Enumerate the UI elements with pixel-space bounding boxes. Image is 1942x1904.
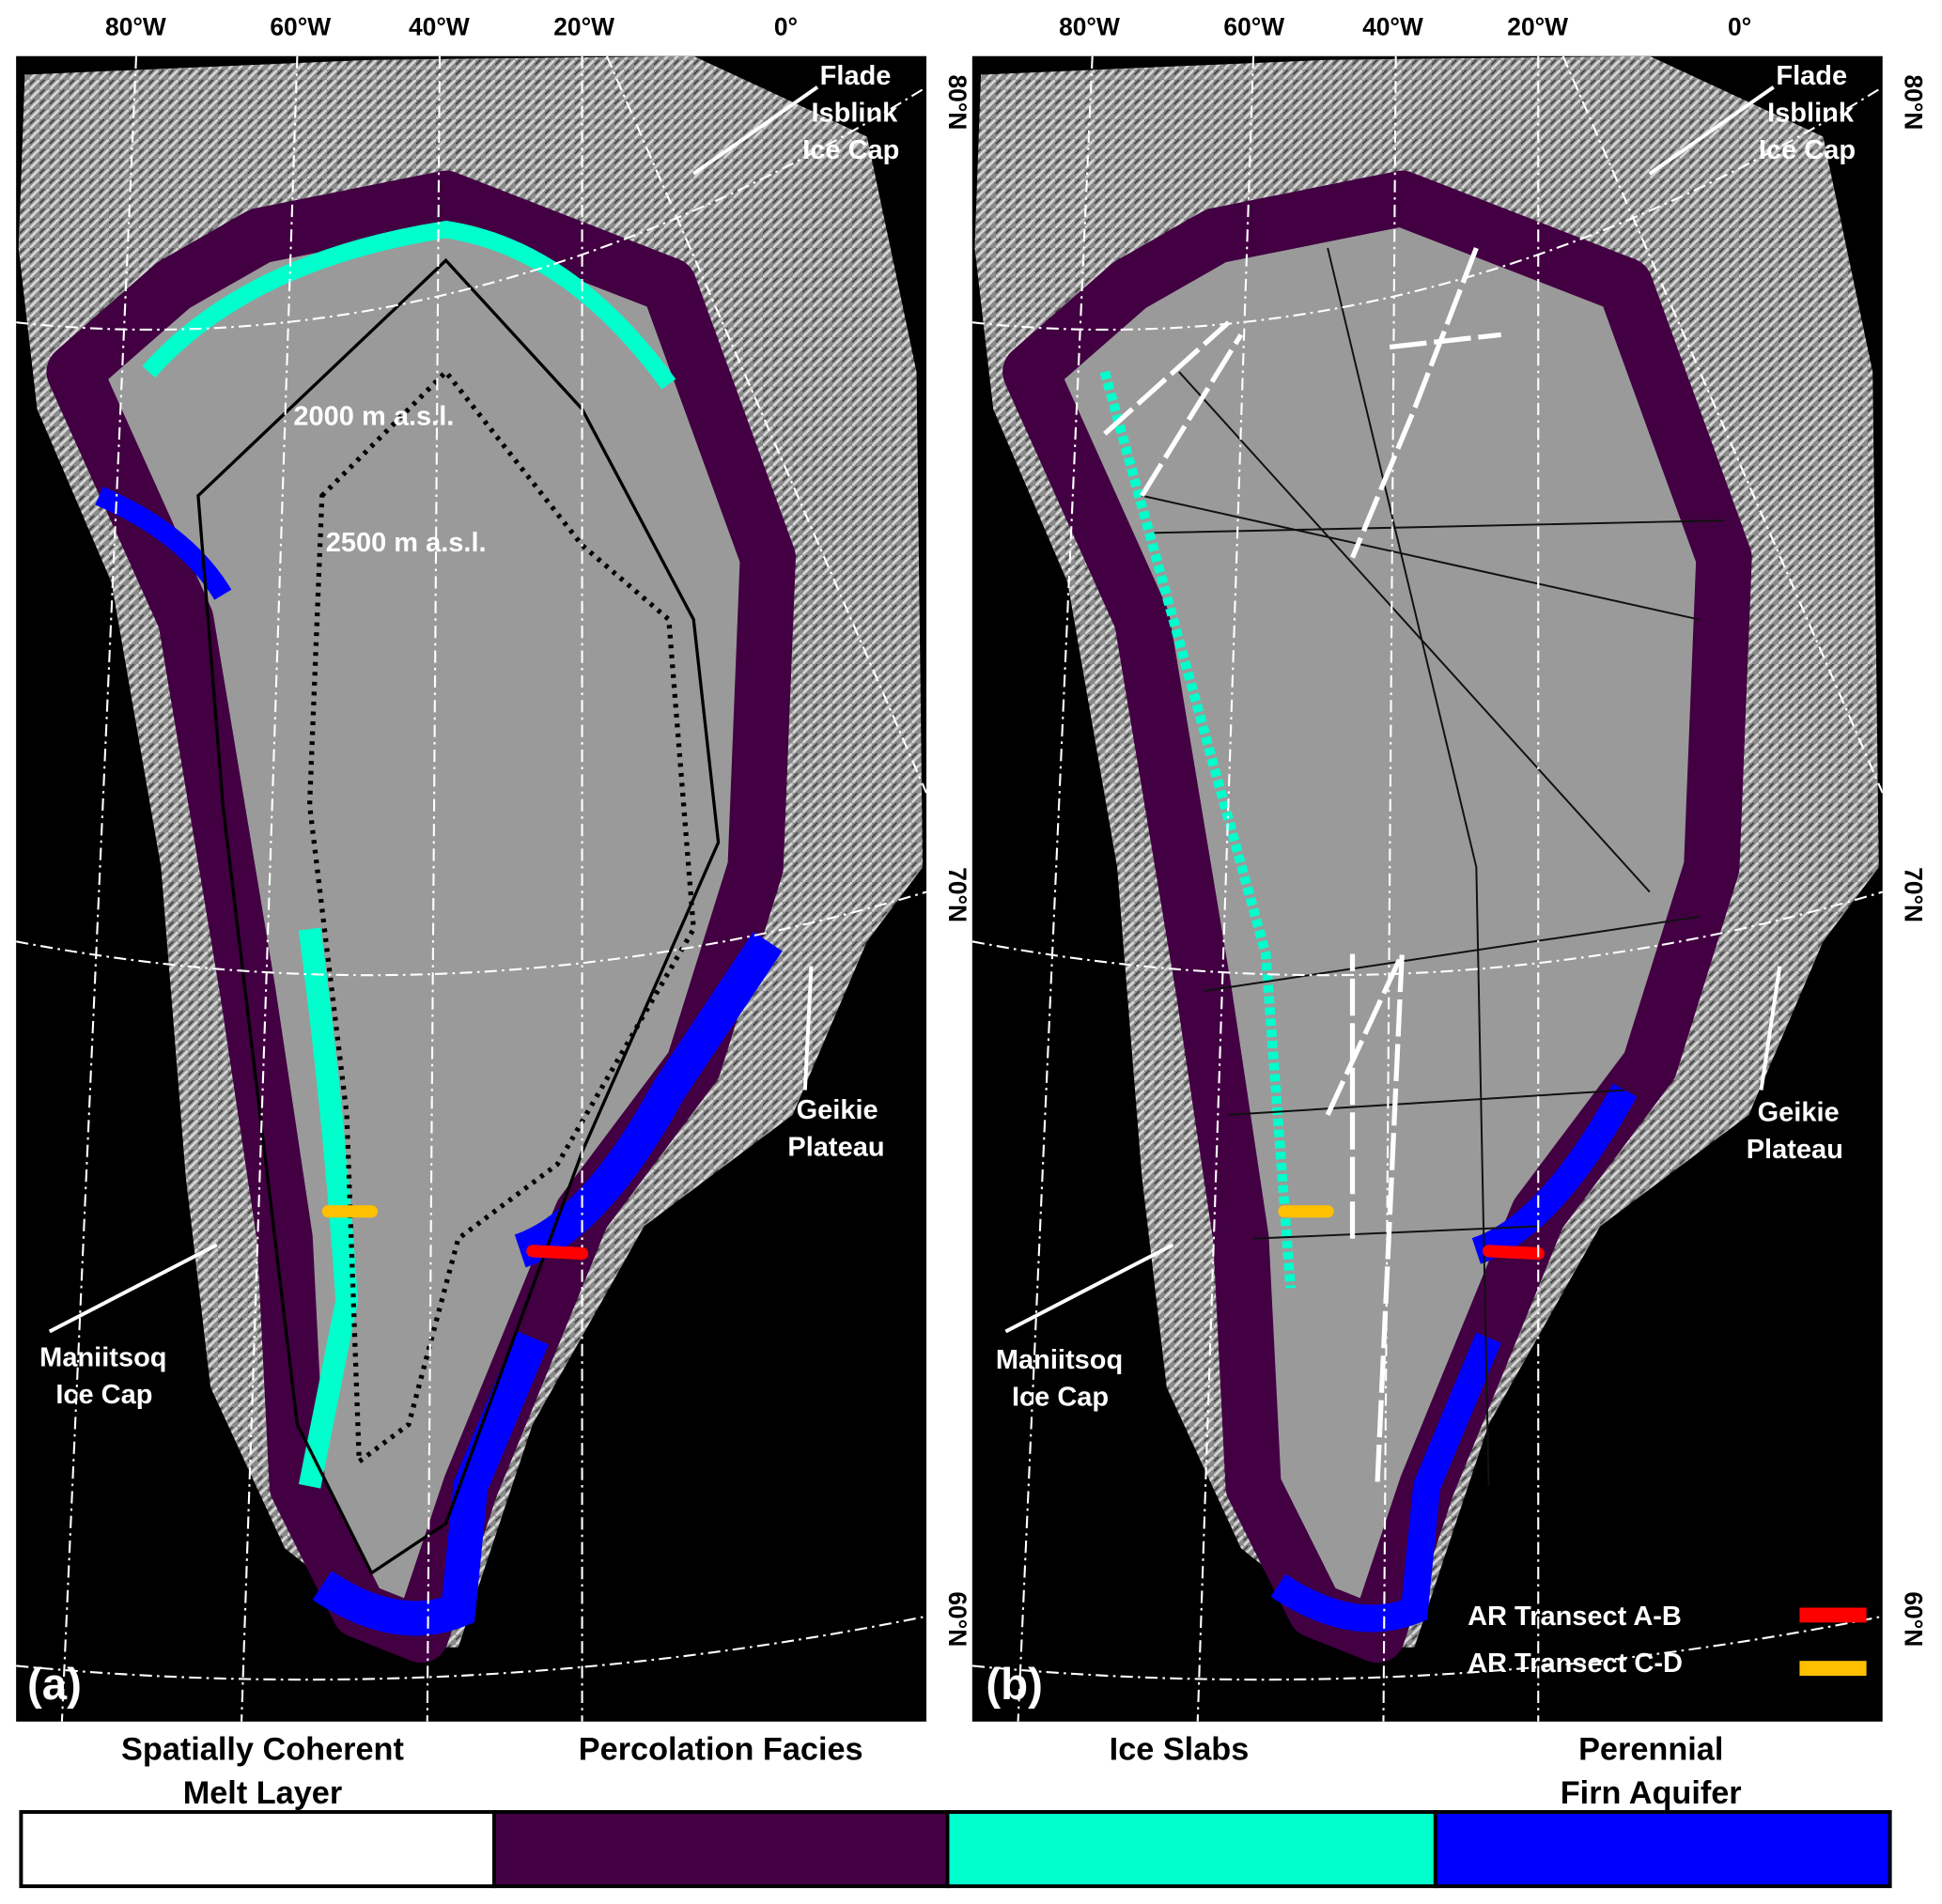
panel-label-a: (a) — [27, 1660, 82, 1710]
transect-legend-cd: AR Transect C-D — [1468, 1649, 1683, 1679]
legend-swatch-percolation — [492, 1810, 950, 1889]
place-maniitsoq: Ice Cap — [55, 1380, 152, 1410]
legend-label-firn-aquifer: Perennial — [1578, 1732, 1723, 1768]
ice-slab-north — [142, 220, 676, 390]
contour-label-2500: 2500 m a.s.l. — [326, 528, 487, 558]
legend-label-melt-layer: Spatially Coherent — [121, 1732, 404, 1768]
transect-swatch-ab — [1799, 1607, 1867, 1623]
firn-aquifer-zones — [312, 932, 783, 1636]
place-flade: Flade — [1776, 61, 1847, 91]
legend-label-ice-slabs: Ice Slabs — [1110, 1732, 1250, 1768]
place-flade: Ice Cap — [1759, 135, 1856, 165]
place-flade: Flade — [820, 61, 892, 91]
lat-tick: 80°N — [1899, 75, 1927, 131]
contour-2500 — [306, 367, 696, 1467]
transect-legend-ab: AR Transect A-B — [1468, 1602, 1682, 1632]
place-geikie: Geikie — [1758, 1097, 1840, 1127]
lon-tick: 60°W — [1223, 12, 1284, 40]
contour-label-2000: 2000 m a.s.l. — [293, 402, 454, 432]
lon-tick: 80°W — [1059, 12, 1120, 40]
lon-tick: 0° — [1728, 12, 1751, 40]
place-geikie: Plateau — [1747, 1135, 1843, 1165]
place-flade: Isblink — [1767, 99, 1855, 129]
lon-tick: 80°W — [105, 12, 166, 40]
contour-2000 — [196, 257, 721, 1576]
place-maniitsoq: Maniitsoq — [39, 1342, 166, 1372]
lat-tick: 70°N — [1899, 867, 1927, 922]
panel-b: Flade Isblink Ice Cap Geikie Plateau Man… — [971, 12, 1927, 1722]
ice-slab-radar-lines — [1103, 247, 1501, 1487]
lat-tick: 60°N — [1899, 1591, 1927, 1647]
lon-tick: 20°W — [553, 12, 614, 40]
lat-tick: 80°N — [943, 75, 971, 131]
place-maniitsoq: Ice Cap — [1012, 1383, 1109, 1413]
firn-aquifer-zones — [1270, 1083, 1638, 1633]
panel-label-b: (b) — [986, 1660, 1043, 1710]
place-geikie: Geikie — [797, 1095, 878, 1125]
lon-tick: 20°W — [1507, 12, 1568, 40]
legend-label-percolation: Percolation Facies — [579, 1732, 863, 1768]
legend-swatch-firn-aquifer — [1433, 1810, 1892, 1889]
facies-legend: Spatially Coherent Melt Layer Percolatio… — [19, 1732, 1892, 1889]
transect-swatch-cd — [1799, 1661, 1867, 1677]
legend-swatch-ice-slabs — [945, 1810, 1437, 1889]
lon-tick: 60°W — [270, 12, 331, 40]
panel-a: 2000 m a.s.l. 2500 m a.s.l. Flade Isblin… — [16, 12, 971, 1722]
ice-slab-west — [298, 927, 359, 1489]
lon-tick: 40°W — [1362, 12, 1423, 40]
place-flade: Ice Cap — [802, 135, 899, 165]
legend-label-melt-layer: Melt Layer — [183, 1775, 343, 1811]
lat-tick: 70°N — [943, 867, 971, 922]
legend-label-firn-aquifer: Firn Aquifer — [1561, 1775, 1742, 1811]
place-geikie: Plateau — [787, 1132, 884, 1162]
legend-swatch-melt-layer — [19, 1810, 496, 1889]
radar-flight-lines — [1142, 247, 1725, 1487]
lat-tick: 60°N — [943, 1591, 971, 1647]
place-maniitsoq: Maniitsoq — [996, 1345, 1123, 1375]
lon-tick: 0° — [774, 12, 798, 40]
place-flade: Isblink — [811, 99, 898, 129]
lon-tick: 40°W — [409, 12, 470, 40]
